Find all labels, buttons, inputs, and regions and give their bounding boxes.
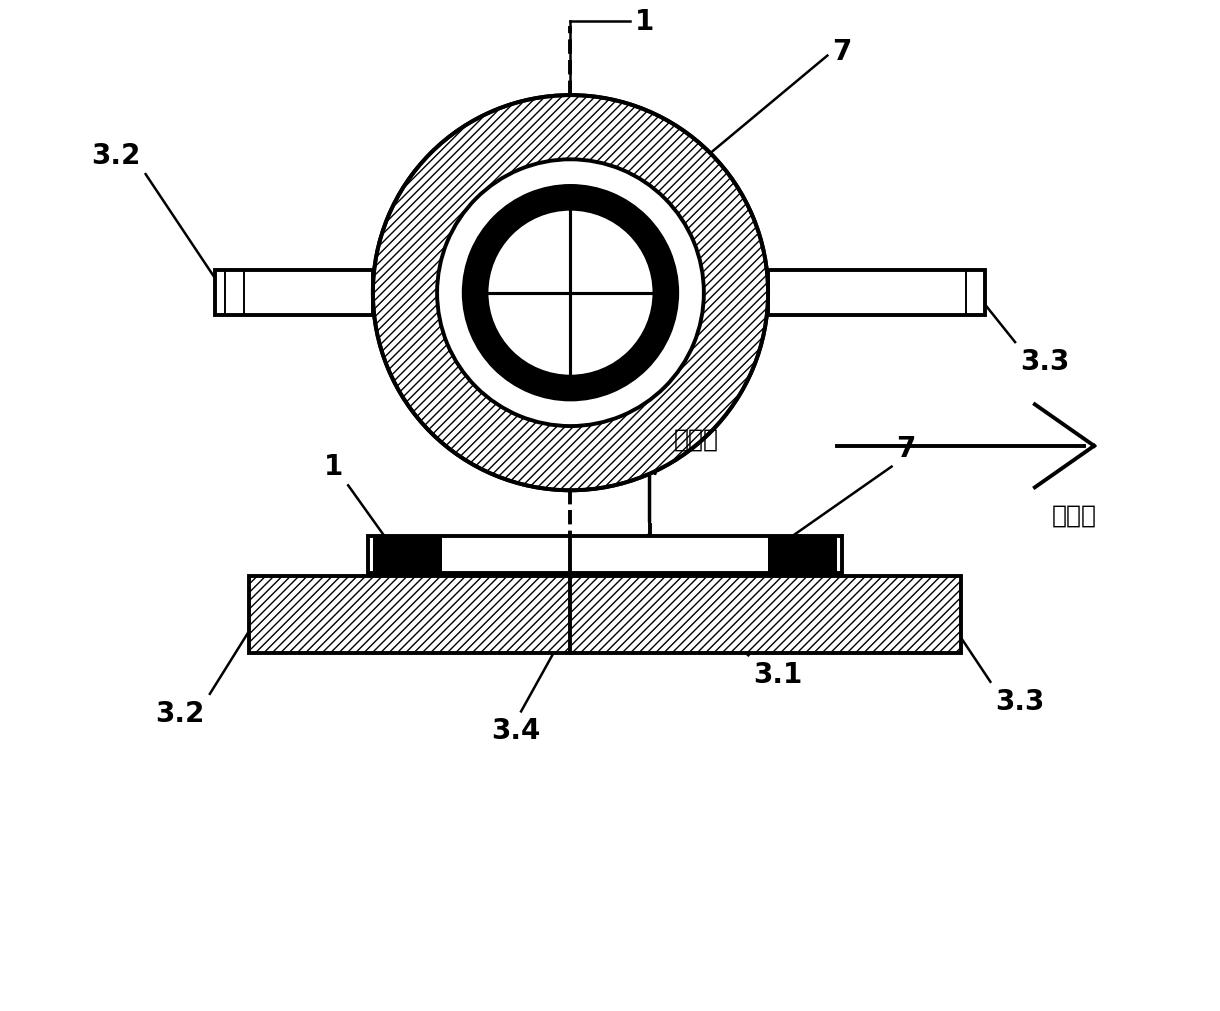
Bar [249, 576, 960, 654]
Circle shape [487, 209, 654, 377]
Text: 3.2: 3.2 [92, 143, 140, 170]
Text: 3.4: 3.4 [492, 717, 540, 745]
Text: 法向场: 法向场 [675, 428, 720, 451]
Bar [769, 271, 986, 315]
Bar [215, 271, 373, 315]
Bar [373, 536, 442, 573]
Text: 3.2: 3.2 [155, 699, 205, 727]
Text: 1: 1 [325, 453, 343, 481]
Text: 7: 7 [832, 37, 852, 66]
Bar [769, 536, 837, 573]
Text: 3.1: 3.1 [753, 660, 803, 688]
Text: 3.3: 3.3 [1020, 348, 1070, 376]
Text: 7: 7 [897, 434, 916, 462]
Text: 3.3: 3.3 [996, 687, 1044, 715]
Text: 札向场: 札向场 [1052, 503, 1097, 528]
Bar [368, 536, 842, 573]
Text: 1: 1 [634, 8, 654, 36]
